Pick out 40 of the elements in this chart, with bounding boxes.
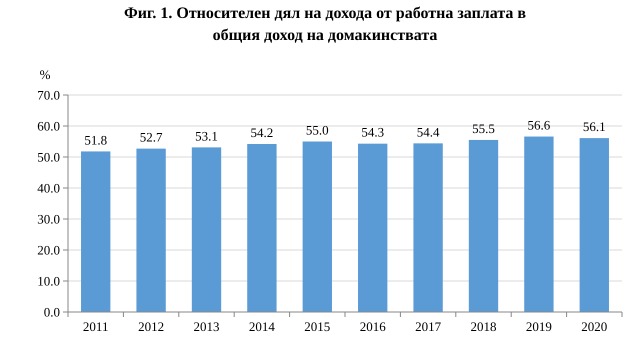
bar bbox=[81, 151, 110, 312]
bar bbox=[192, 147, 222, 312]
data-label: 55.5 bbox=[472, 120, 495, 136]
bar bbox=[358, 144, 388, 312]
data-label: 55.0 bbox=[306, 122, 329, 138]
chart-title: Фиг. 1. Относителен дял на дохода от работна заплата в общия доход на домакинствата bbox=[124, 5, 526, 44]
bar bbox=[524, 136, 554, 312]
data-label: 51.8 bbox=[84, 132, 108, 148]
y-tick-label: 70.0 bbox=[37, 88, 60, 103]
data-label: 56.1 bbox=[582, 119, 606, 134]
y-tick-label: 0.0 bbox=[44, 304, 60, 320]
x-tick-label: 2012 bbox=[138, 319, 164, 334]
x-tick-label: 2020 bbox=[581, 319, 608, 334]
y-tick-label: 60.0 bbox=[37, 118, 60, 134]
data-label: 54.2 bbox=[250, 124, 274, 140]
bar bbox=[136, 148, 166, 312]
x-tick-label: 2018 bbox=[470, 319, 496, 334]
y-tick-label: 50.0 bbox=[37, 150, 60, 165]
data-label: 56.6 bbox=[528, 118, 551, 133]
x-tick-label: 2015 bbox=[304, 319, 330, 334]
x-tick-label: 2017 bbox=[415, 319, 442, 334]
bar bbox=[468, 140, 498, 312]
x-tick-label: 2013 bbox=[194, 319, 220, 334]
x-tick-label: 2014 bbox=[248, 319, 276, 334]
data-label: 52.7 bbox=[140, 130, 163, 145]
y-tick-label: 10.0 bbox=[37, 274, 60, 289]
data-label: 54.4 bbox=[416, 124, 440, 140]
y-axis-title: % bbox=[40, 67, 51, 82]
y-tick-label: 30.0 bbox=[37, 212, 60, 227]
x-tick-label: 2019 bbox=[526, 319, 552, 334]
data-label: 53.1 bbox=[195, 128, 218, 144]
bar bbox=[413, 143, 443, 312]
bar bbox=[302, 142, 332, 312]
bar bbox=[247, 144, 277, 312]
x-tick-label: 2016 bbox=[360, 319, 386, 334]
y-tick-label: 40.0 bbox=[37, 180, 60, 196]
data-label: 54.3 bbox=[361, 124, 384, 140]
y-tick-label: 20.0 bbox=[37, 242, 60, 258]
bar bbox=[580, 138, 609, 312]
x-tick-label: 2011 bbox=[82, 319, 108, 334]
